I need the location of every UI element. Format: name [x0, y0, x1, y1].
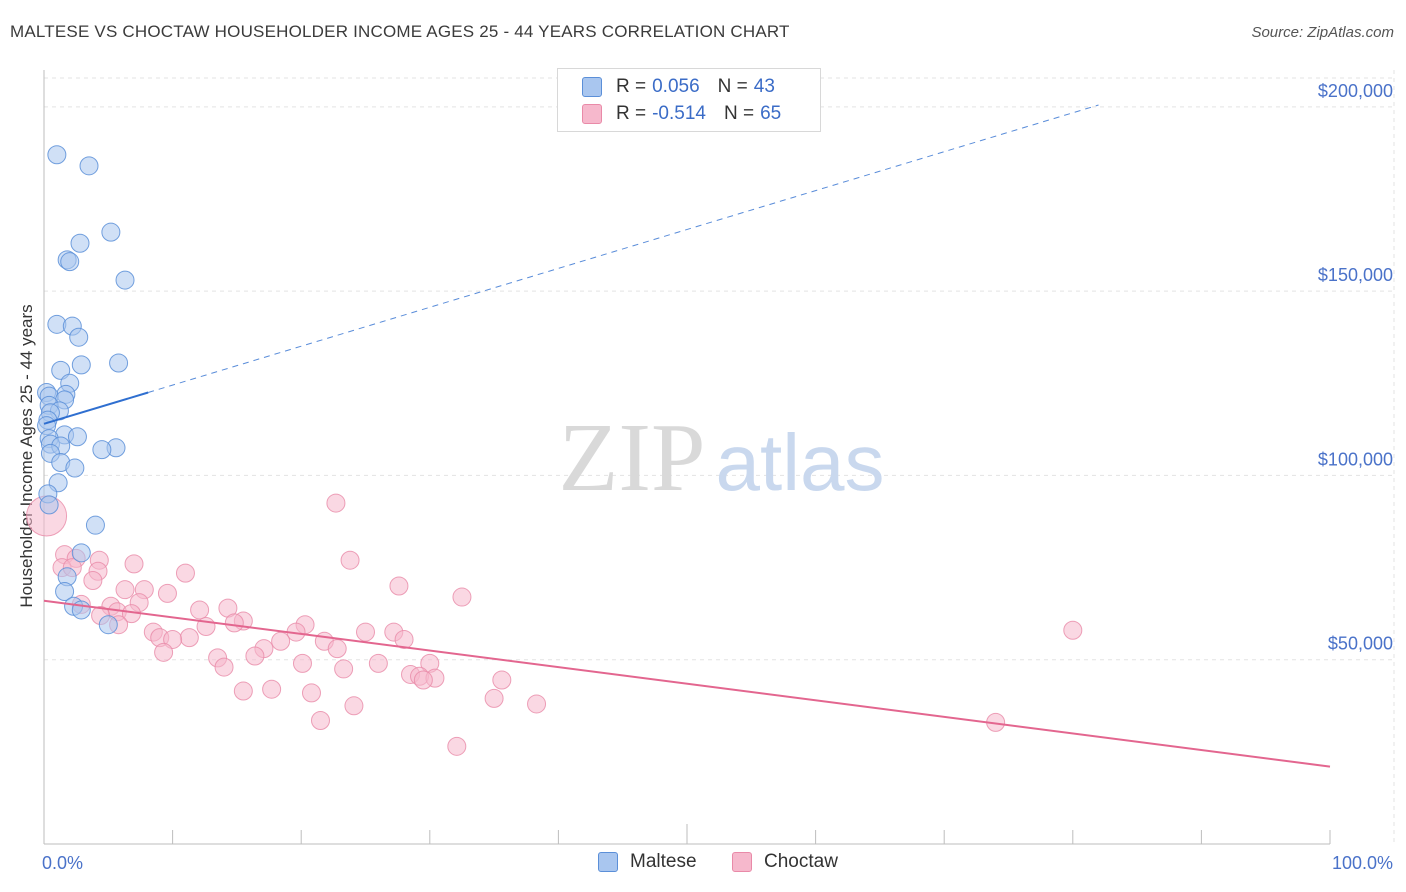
choctaw-point	[225, 614, 243, 632]
choctaw-point	[327, 494, 345, 512]
y-axis-title: Householder Income Ages 25 - 44 years	[17, 304, 36, 607]
choctaw-point	[176, 564, 194, 582]
choctaw-r-value: -0.514	[652, 103, 706, 125]
choctaw-point	[246, 647, 264, 665]
maltese-point	[40, 496, 58, 514]
y-tick-label-3: $200,000	[1318, 81, 1393, 101]
legend-row-choctaw: R = -0.514 N = 65	[582, 101, 781, 127]
choctaw-point	[528, 695, 546, 713]
choctaw-points	[27, 494, 1082, 755]
choctaw-point	[125, 555, 143, 573]
choctaw-point	[191, 601, 209, 619]
choctaw-r-label: R =	[616, 103, 646, 125]
maltese-r-label: R =	[616, 76, 646, 98]
maltese-point	[61, 253, 79, 271]
maltese-swatch	[582, 77, 602, 97]
choctaw-point	[180, 629, 198, 647]
maltese-point	[116, 271, 134, 289]
maltese-n-label: N =	[718, 76, 748, 98]
choctaw-point	[390, 577, 408, 595]
maltese-point	[72, 601, 90, 619]
scatter-chart: ZIP atlas $50,000 $100,000 $150,000 $200,00…	[0, 0, 1406, 892]
legend-item-maltese: Maltese	[598, 851, 697, 873]
y-tick-label-1: $100,000	[1318, 449, 1393, 469]
choctaw-swatch	[582, 104, 602, 124]
maltese-trend-extension	[148, 105, 1098, 392]
x-tick-label-0: 0.0%	[42, 853, 83, 873]
maltese-point	[93, 441, 111, 459]
maltese-point	[99, 616, 117, 634]
choctaw-point	[485, 689, 503, 707]
maltese-point	[102, 223, 120, 241]
y-tick-labels: $50,000 $100,000 $150,000 $200,000	[1318, 81, 1393, 654]
choctaw-point	[272, 632, 290, 650]
maltese-n-value: 43	[754, 76, 775, 98]
choctaw-point	[302, 684, 320, 702]
maltese-point	[68, 428, 86, 446]
legend-item-choctaw: Choctaw	[732, 851, 838, 873]
maltese-points	[38, 146, 134, 634]
maltese-point	[72, 356, 90, 374]
maltese-r-value: 0.056	[652, 76, 700, 98]
choctaw-point	[155, 643, 173, 661]
stats-legend: R = 0.056 N = 43 R = -0.514 N = 65	[557, 68, 821, 132]
choctaw-point	[311, 712, 329, 730]
legend-row-maltese: R = 0.056 N = 43	[582, 74, 775, 100]
maltese-point	[71, 234, 89, 252]
choctaw-point	[357, 623, 375, 641]
x-tick-label-1: 100.0%	[1332, 853, 1393, 873]
maltese-point	[48, 146, 66, 164]
maltese-legend-label: Maltese	[630, 851, 697, 873]
maltese-point	[80, 157, 98, 175]
y-tick-label-0: $50,000	[1328, 634, 1393, 654]
x-tick-labels: 0.0% 100.0%	[42, 853, 1393, 873]
maltese-point	[86, 516, 104, 534]
choctaw-point	[158, 584, 176, 602]
choctaw-point	[369, 654, 387, 672]
choctaw-point	[1064, 621, 1082, 639]
choctaw-point	[448, 737, 466, 755]
choctaw-point	[116, 581, 134, 599]
choctaw-trend-line	[44, 601, 1330, 767]
choctaw-point	[453, 588, 471, 606]
watermark-atlas: atlas	[716, 418, 885, 507]
choctaw-point	[234, 682, 252, 700]
watermark-zip: ZIP	[559, 404, 706, 512]
choctaw-n-value: 65	[760, 103, 781, 125]
maltese-point	[72, 544, 90, 562]
choctaw-point	[84, 571, 102, 589]
choctaw-legend-label: Choctaw	[764, 851, 838, 873]
choctaw-point	[341, 551, 359, 569]
choctaw-point	[345, 697, 363, 715]
maltese-point	[70, 328, 88, 346]
y-tick-label-2: $150,000	[1318, 265, 1393, 285]
choctaw-point	[335, 660, 353, 678]
choctaw-legend-swatch	[732, 852, 752, 872]
choctaw-point	[263, 680, 281, 698]
choctaw-point	[215, 658, 233, 676]
choctaw-point	[414, 671, 432, 689]
watermark: ZIP atlas	[559, 404, 885, 512]
maltese-point	[110, 354, 128, 372]
choctaw-point	[328, 640, 346, 658]
maltese-point	[66, 459, 84, 477]
choctaw-n-label: N =	[724, 103, 754, 125]
maltese-legend-swatch	[598, 852, 618, 872]
choctaw-point	[293, 654, 311, 672]
choctaw-point	[493, 671, 511, 689]
